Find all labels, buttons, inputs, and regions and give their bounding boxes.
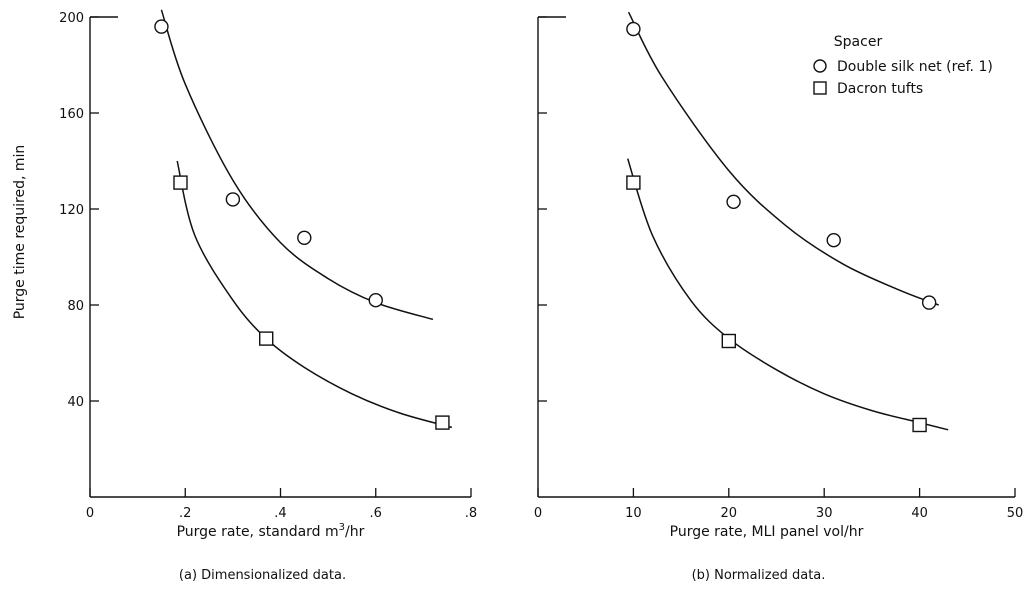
data-point-square <box>435 415 450 430</box>
data-point-square <box>721 333 736 349</box>
x-tick-label: 20 <box>721 506 738 521</box>
data-point-circle <box>826 232 841 248</box>
data-point-circle <box>225 192 241 207</box>
y-tick-label: 40 <box>67 395 84 410</box>
chart-panel-2: 0 10 20 30 40 50 Purge rate, MLI panel vol/hr (… <box>534 11 1024 583</box>
x-tick-label: .8 <box>465 506 477 521</box>
data-point-square <box>259 331 274 346</box>
data-point-square <box>173 175 188 190</box>
x-tick-label: 10 <box>625 506 642 521</box>
legend-entry-silk-net: Double silk net (ref. 1) <box>837 59 993 75</box>
series-dacron-tufts-fit-curve <box>176 160 453 429</box>
x-tick-label: 30 <box>816 506 833 521</box>
y-tick-label: 120 <box>59 203 84 218</box>
data-point-circle <box>297 230 312 246</box>
chart-panel-1: 0 .2 .4 .6 .8 40 80 120 160 200 Purge rate, standa… <box>59 9 477 583</box>
x-axis-label-superscript: 3 <box>339 522 345 533</box>
data-point-circle <box>626 21 641 37</box>
legend-entry-dacron-tufts: Dacron tufts <box>837 81 923 97</box>
panel-caption: (b) Normalized data. <box>692 568 826 583</box>
x-axis-label-main: Purge rate, standard m <box>177 524 339 540</box>
y-axis-label: Purge time required, min <box>12 145 28 320</box>
y-tick-label: 200 <box>59 11 84 26</box>
x-tick-label: 0 <box>86 506 94 521</box>
x-axis-label: Purge rate, standard m3/hr <box>177 522 365 540</box>
x-tick-label: .6 <box>370 506 382 521</box>
data-point-circle <box>154 19 169 34</box>
y-tick-label: 80 <box>67 299 84 314</box>
series-silk-net-fit-curve <box>160 9 434 321</box>
x-tick-label: 40 <box>911 506 928 521</box>
x-tick-label: .4 <box>274 506 286 521</box>
y-tick-label: 160 <box>59 107 84 122</box>
x-axis-label: Purge rate, MLI panel vol/hr <box>670 524 864 540</box>
x-axis-label-main: Purge rate, MLI panel vol/hr <box>670 524 864 540</box>
data-point-square <box>626 175 641 190</box>
series-silk-net-fit-curve <box>627 11 939 306</box>
data-point-square <box>912 417 927 433</box>
legend-title: Spacer <box>834 34 883 50</box>
series-dacron-tufts-fit-curve <box>626 158 949 431</box>
panel-caption: (a) Dimensionalized data. <box>179 568 346 583</box>
legend: Spacer Double silk net (ref. 1) Dacron t… <box>813 34 993 97</box>
data-point-circle <box>921 295 937 310</box>
x-tick-label: 0 <box>534 506 542 521</box>
legend-circle-marker <box>813 59 827 73</box>
data-point-circle <box>726 194 741 210</box>
legend-square-marker <box>813 81 827 95</box>
x-tick-label: 50 <box>1007 506 1024 521</box>
x-tick-label: .2 <box>179 506 191 521</box>
x-axis-label-unit: /hr <box>345 524 365 540</box>
data-point-circle <box>368 293 383 308</box>
